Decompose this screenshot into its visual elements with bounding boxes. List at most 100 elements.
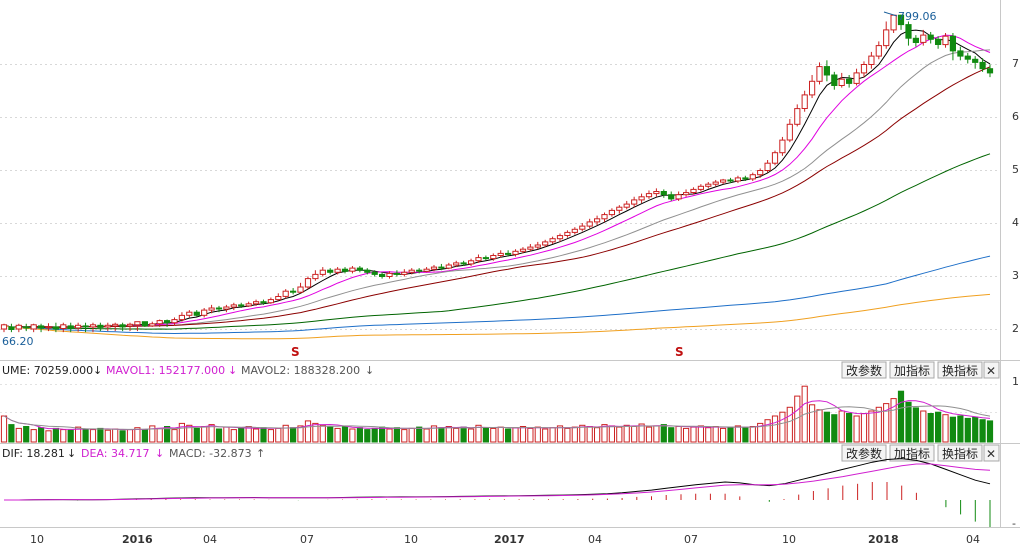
candle-body [846,78,853,84]
ma-line-60 [3,153,991,330]
candle [260,299,267,305]
candle [371,270,378,277]
candle-body [290,290,297,293]
volume-switch-indicator-button[interactable]: 换指标 [937,361,983,379]
candle [594,215,601,226]
volume-bar [119,430,126,443]
candle [794,104,801,127]
candle [171,317,178,326]
volume-bar [660,424,667,443]
volume-bar [534,426,541,443]
macd-add-indicator-button[interactable]: 加指标 [889,444,935,462]
volume-bar [82,428,89,443]
candle-body [30,324,37,330]
candle-body [312,273,319,280]
macd-close-button[interactable]: ✕ [983,444,1000,462]
candle-body [497,252,504,256]
candle-body [371,271,378,275]
candle [771,150,779,166]
volume-bar [972,416,979,443]
candle-body [957,50,964,57]
volume-bar [290,427,297,443]
candle-body [571,228,578,233]
volume-bar [697,425,704,443]
svg-text:改参数: 改参数 [846,446,882,461]
volume-bar [89,429,97,443]
volume-bar [786,406,793,443]
s-marker-2[interactable]: S [675,345,684,359]
macd-switch-indicator-button[interactable]: 换指标 [937,444,983,462]
macd-arrow: ↑ [256,447,265,460]
volume-bar [230,429,237,443]
x-tick-label: 04 [588,533,602,546]
candle-body [253,301,260,305]
macd-params-button[interactable]: 改参数 [841,444,887,462]
volume-bar [720,427,727,443]
dea-arrow: ↓ [155,447,164,460]
volume-bar [920,410,927,443]
candle [149,321,156,327]
candle [460,260,467,267]
volume-bar [779,411,786,443]
s-marker-1[interactable]: S [291,345,300,359]
candle [979,58,986,72]
volume-add-indicator-button[interactable]: 加指标 [889,361,935,379]
volume-bar [416,426,423,443]
candle [89,322,97,333]
volume-bar [490,427,497,443]
volume-bar [823,411,830,443]
candle-body [875,45,882,57]
volume-bar [683,427,690,443]
volume-bar [430,425,438,443]
candle [223,304,230,313]
x-tick-label: 2016 [122,533,153,546]
volume-bar [497,426,504,443]
candle [816,62,823,85]
candle-body [645,193,653,198]
candle-body [556,235,564,240]
candle [238,302,245,309]
high-price-pointer [883,11,898,17]
candle [490,253,497,261]
candle [126,322,134,332]
candle-body [631,199,638,205]
candle-body [282,290,289,297]
volume-bar [15,427,22,443]
volume-bar [816,409,823,443]
candle [616,205,623,214]
candle [720,178,727,185]
candle [868,51,875,69]
candle [964,52,971,64]
candle-body [594,218,601,223]
candle [178,312,186,322]
time-axis: 10 2016 04 07 10 2017 04 07 10 2018 04 [30,533,980,546]
volume-bar [30,429,37,443]
svg-text:换指标: 换指标 [942,363,978,378]
volume-params-button[interactable]: 改参数 [841,361,887,379]
candle-body [675,194,682,200]
candle [712,179,719,187]
volume-bar [134,427,141,443]
volume-bar [631,426,638,443]
volume-close-button[interactable]: ✕ [983,361,1000,379]
x-tick-label: 10 [404,533,418,546]
high-price-marker: 799.06 [883,10,937,23]
low-price-label: 66.20 [2,335,34,348]
candle [675,191,682,201]
close-icon: ✕ [986,447,996,461]
x-tick-label: 2017 [494,533,525,546]
candle-body [742,177,749,180]
candle-body [482,257,489,260]
volume-bar [408,427,415,443]
svg-text:换指标: 换指标 [942,446,978,461]
volume-bar [512,427,519,443]
candle-body [8,326,15,330]
candle [416,268,423,274]
volume-bar [60,429,67,443]
volume-bar [349,428,356,443]
candle-body [697,185,704,190]
candle [438,263,445,271]
dif-line [4,458,991,501]
